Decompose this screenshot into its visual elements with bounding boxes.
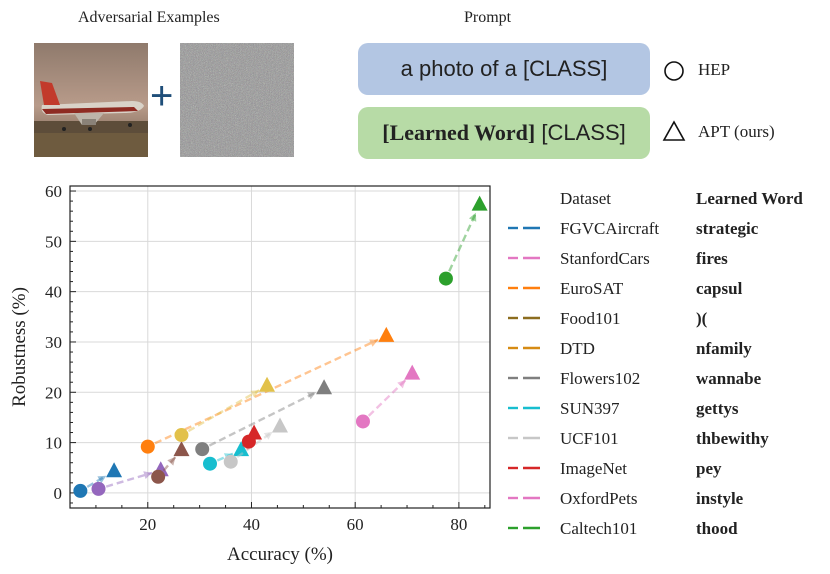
arrow-head [143, 471, 153, 479]
hep-point-food101 [151, 469, 166, 484]
legend-dataset-label: Caltech101 [560, 519, 637, 538]
arrow-line [367, 379, 407, 417]
legend-dataset-label: FGVCAircraft [560, 219, 659, 238]
y-tick-label: 50 [45, 232, 62, 251]
hep-legend-label: HEP [698, 60, 731, 79]
y-tick-label: 40 [45, 283, 62, 302]
apt-prompt-box: [Learned Word] [CLASS] [358, 107, 650, 159]
hep-point-eurosat [140, 439, 155, 454]
y-axis-label: Robustness (%) [9, 287, 30, 407]
apt-point-eurosat [378, 326, 395, 342]
arrow-head [468, 212, 477, 222]
legend-dataset-label: Flowers102 [560, 369, 640, 388]
arrow-head [250, 390, 260, 398]
arrow-line [162, 456, 177, 472]
hep-point-flowers102 [195, 442, 210, 457]
arrow-head [397, 379, 406, 389]
y-tick-label: 60 [45, 182, 62, 201]
arrow-head [167, 456, 176, 466]
arrow-head [307, 392, 317, 400]
hep-point-caltech101 [438, 271, 453, 286]
legend-header-word: Learned Word [696, 189, 803, 208]
apt-point-oxfordpets [404, 364, 421, 380]
legend-dataset-label: StanfordCars [560, 249, 650, 268]
legend-word-label: wannabe [696, 369, 762, 388]
apt-point-flowers102 [316, 379, 333, 395]
x-tick-label: 40 [243, 515, 260, 534]
x-axis-label: Accuracy (%) [227, 544, 333, 565]
legend-word-label: thbewithy [696, 429, 769, 448]
legend-dataset-label: UCF101 [560, 429, 619, 448]
prompt-title: Prompt [464, 9, 512, 26]
legend-word-label: nfamily [696, 339, 752, 358]
noise-image [180, 43, 294, 157]
plus-sign: + [150, 74, 174, 118]
apt-learned-word-text: [Learned Word] [382, 120, 536, 145]
apt-point-ucf101 [272, 417, 288, 433]
legend-dataset-label: SUN397 [560, 399, 620, 418]
apt-legend-label: APT (ours) [698, 122, 775, 141]
arrow-head [369, 339, 379, 347]
plot-frame [69, 185, 491, 509]
arrow-line [86, 474, 107, 488]
legend-dataset-label: DTD [560, 339, 595, 358]
legend-dataset-label: EuroSAT [560, 279, 624, 298]
hep-prompt-box: a photo of a [CLASS] [358, 43, 650, 95]
legend-word-label: capsul [696, 279, 743, 298]
arrow-line [448, 212, 477, 272]
hep-point-oxfordpets [355, 414, 370, 429]
legend-word-label: thood [696, 519, 738, 538]
apt-point-imagenet [246, 424, 263, 440]
legend-word-label: instyle [696, 489, 744, 508]
legend-word-label: strategic [696, 219, 759, 238]
legend-dataset-label: Food101 [560, 309, 620, 328]
triangle-marker-icon [662, 120, 686, 141]
x-tick-label: 60 [347, 515, 364, 534]
legend-word-label: gettys [696, 399, 739, 418]
hep-point-sun397 [203, 456, 217, 471]
circle-marker-icon [664, 61, 684, 81]
arrow-head [263, 431, 273, 440]
hep-point-ucf101 [223, 454, 238, 469]
robustness-accuracy-chart: 20 40 60 80 0 10 20 30 40 50 60 Accuracy (%) Robustn… [9, 182, 803, 565]
apt-point-food101 [173, 441, 190, 457]
legend-word-label: pey [696, 459, 722, 478]
y-tick-label: 0 [54, 484, 63, 503]
arrow-line [236, 430, 274, 459]
apt-point-dtd [259, 376, 276, 392]
y-tick-label: 10 [45, 434, 62, 453]
x-tick-label: 20 [139, 515, 156, 534]
x-tick-label: 80 [450, 515, 467, 534]
apt-point-fgvcaircraft [106, 462, 123, 478]
hep-point-dtd [174, 428, 189, 443]
arrow-head [97, 475, 107, 484]
adversarial-examples-title: Adversarial Examples [78, 9, 220, 26]
arrow-line [208, 391, 317, 447]
y-tick-label: 30 [45, 333, 62, 352]
arrow-line [105, 471, 153, 488]
arrow-line [187, 389, 260, 433]
legend-header-dataset: Dataset [560, 189, 611, 208]
legend-dataset-label: OxfordPets [560, 489, 637, 508]
hep-prompt-text: a photo of a [CLASS] [400, 56, 608, 81]
hep-point-stanfordcars [91, 481, 106, 496]
apt-class-text: [CLASS] [535, 120, 626, 145]
airplane-image [34, 43, 148, 157]
y-tick-label: 20 [45, 383, 62, 402]
legend-word-label: )( [696, 309, 708, 328]
legend-dataset-label: ImageNet [560, 459, 627, 478]
apt-point-caltech101 [471, 195, 488, 211]
hep-point-fgvcaircraft [73, 483, 88, 498]
legend-word-label: fires [696, 249, 728, 268]
apt-point-sun397 [233, 441, 250, 457]
